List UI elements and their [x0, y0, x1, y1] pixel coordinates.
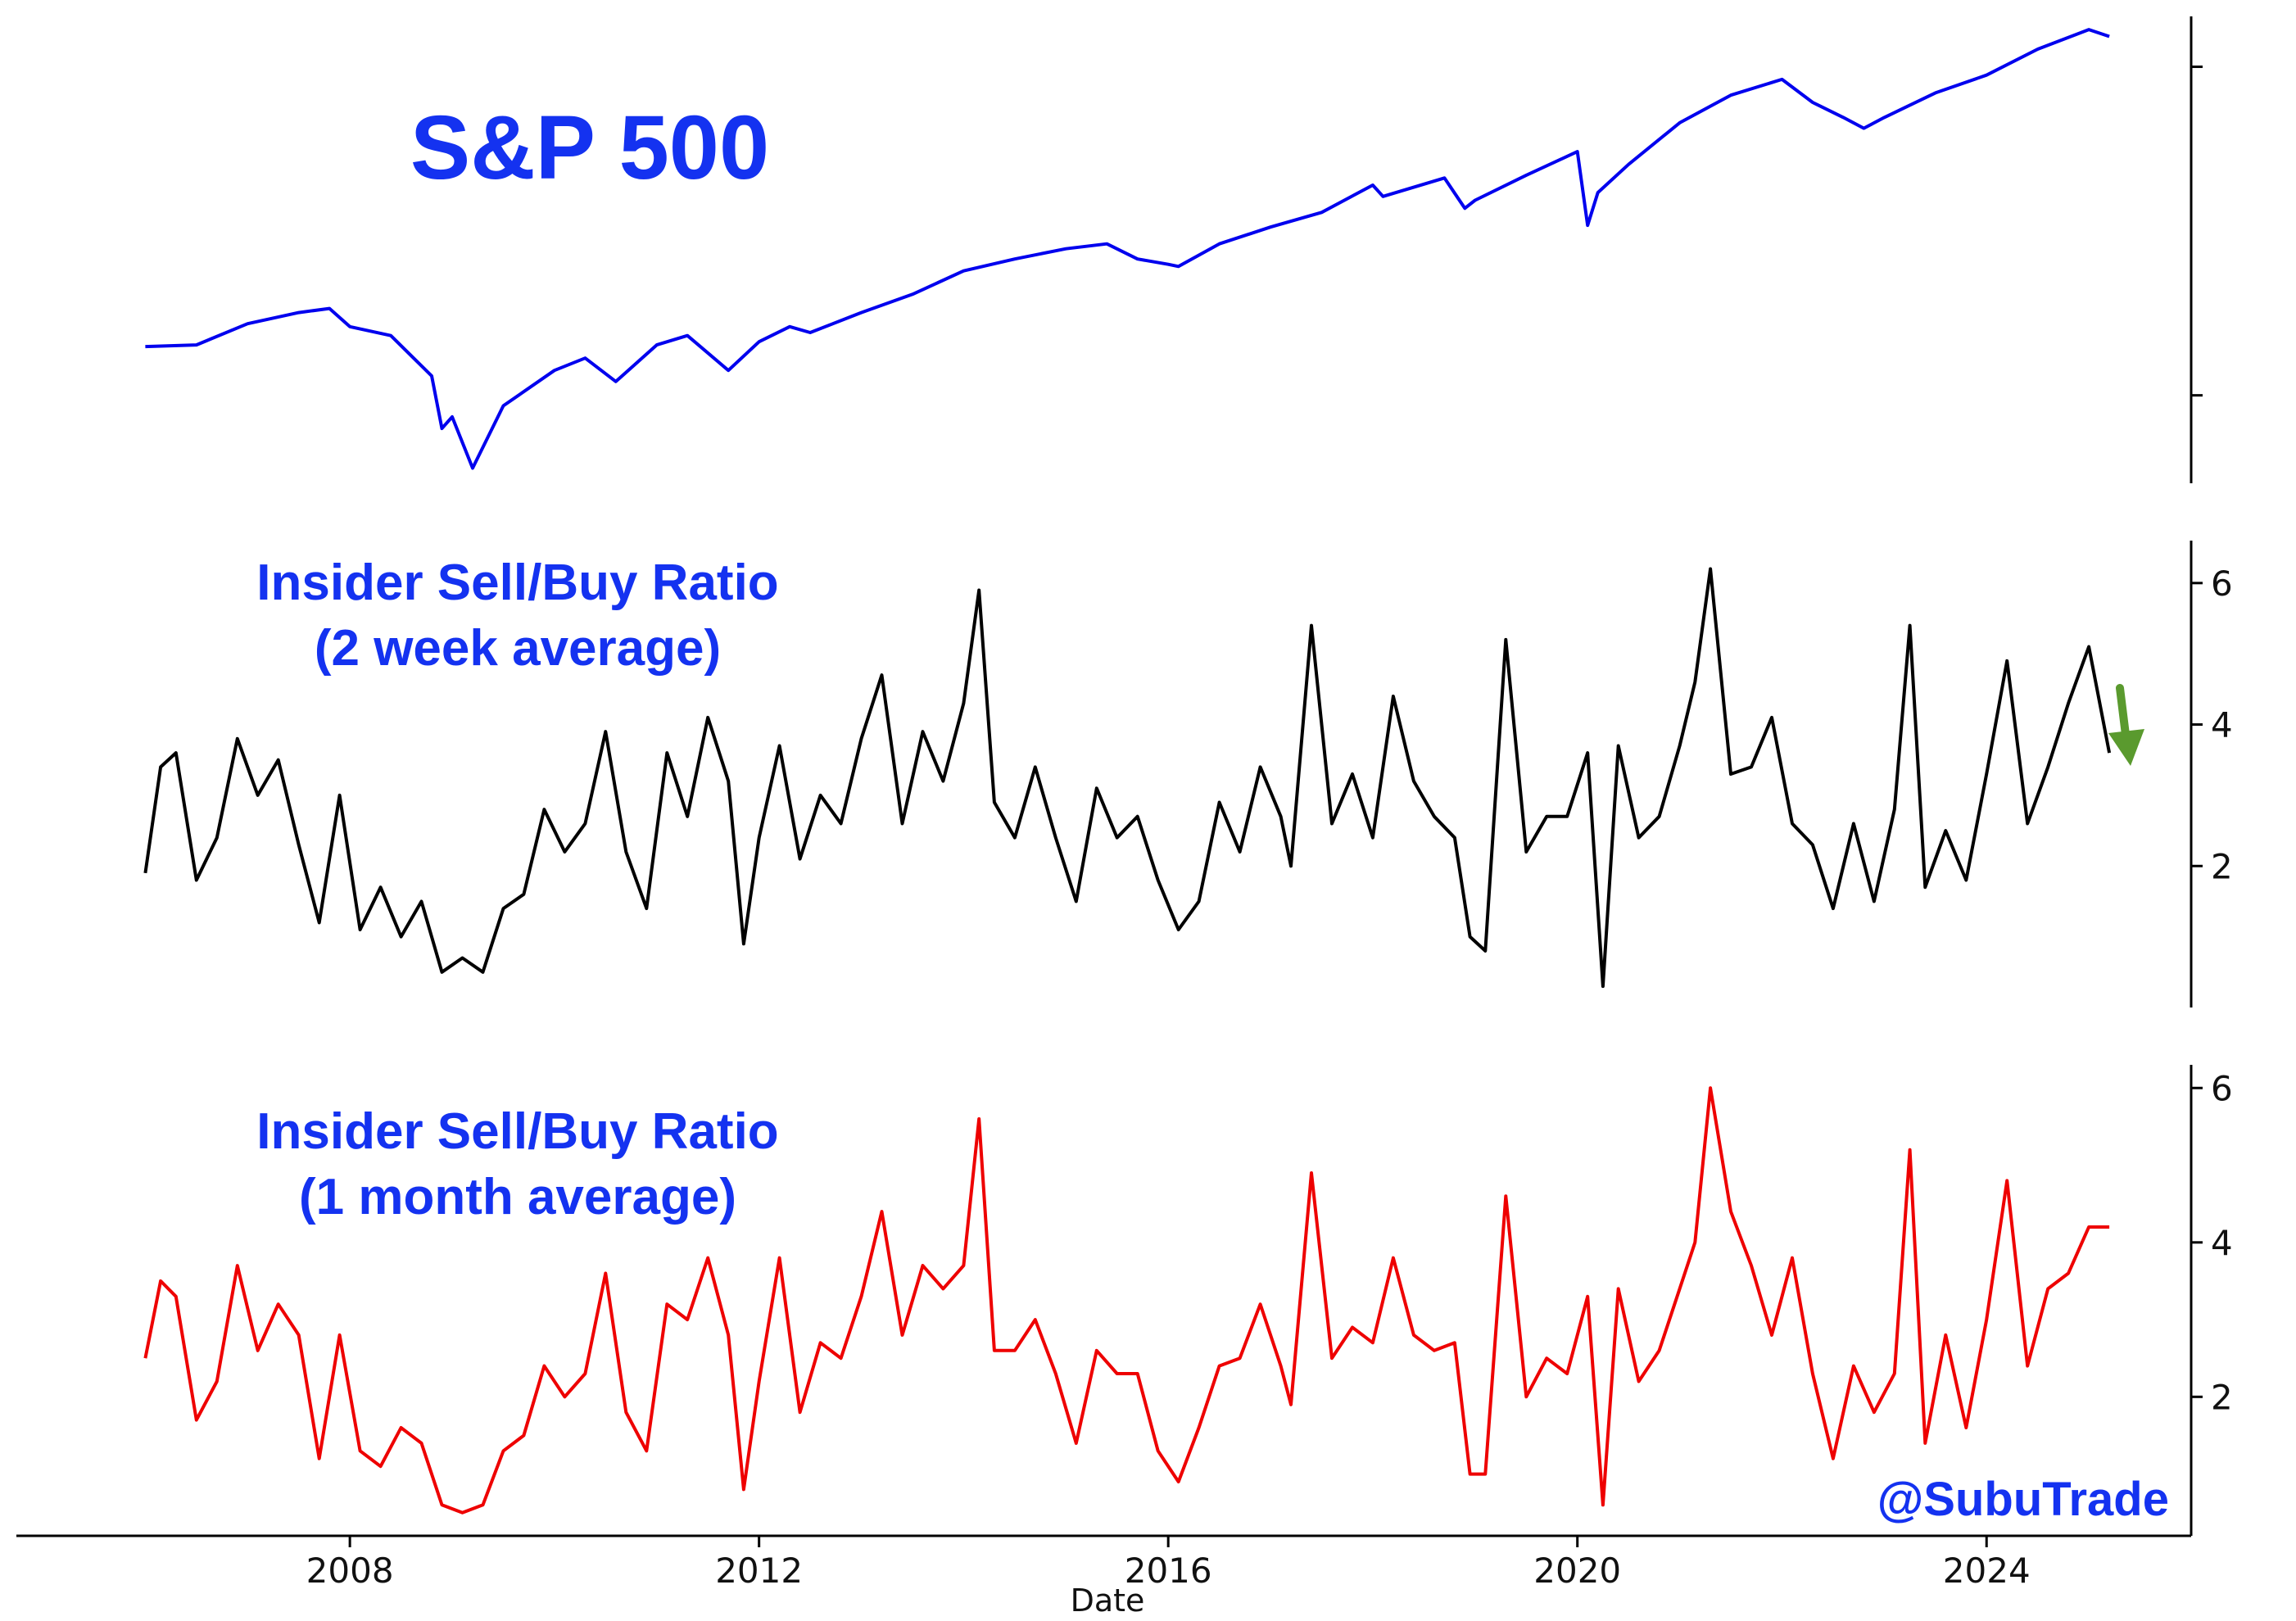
ratio-1month-series-line [143, 1086, 2110, 1515]
ratio-1month-panel: Insider Sell/Buy Ratio (1 month average)… [16, 1065, 2233, 1619]
x-axis-ticks: 2008 2012 2016 2020 2024 [306, 1536, 2031, 1591]
sp500-series-line [145, 28, 2110, 470]
x-tick-label: 2016 [1125, 1551, 1212, 1591]
ratio-2week-title-line1: Insider Sell/Buy Ratio [256, 555, 778, 611]
ratio-1month-title-line2: (1 month average) [299, 1169, 736, 1225]
sp500-title: S&P 500 [410, 97, 769, 198]
y-tick-label: 4 [2211, 1223, 2233, 1263]
x-tick-label: 2020 [1533, 1551, 1621, 1591]
y-tick-label: 6 [2211, 564, 2233, 604]
y-tick-label: 6 [2211, 1068, 2233, 1108]
green-down-arrow-icon [2108, 684, 2144, 766]
watermark-handle: @SubuTrade [1877, 1473, 2169, 1526]
ratio-2week-panel: Insider Sell/Buy Ratio (2 week average) … [143, 541, 2233, 1007]
ratio-2week-title-line2: (2 week average) [315, 620, 721, 677]
y-tick-label: 2 [2211, 846, 2233, 886]
sp500-y-ticks [2191, 66, 2203, 397]
y-tick-label: 4 [2211, 705, 2233, 745]
ratio-1month-y-ticks: 2 4 6 [2191, 1068, 2233, 1417]
ratio-2week-series-line [143, 567, 2112, 989]
sp500-panel: S&P 500 [145, 16, 2203, 483]
ratio-1month-title-line1: Insider Sell/Buy Ratio [256, 1103, 778, 1160]
x-axis-label: Date [1071, 1583, 1145, 1619]
x-tick-label: 2008 [306, 1551, 394, 1591]
x-tick-label: 2012 [715, 1551, 803, 1591]
x-tick-label: 2024 [1943, 1551, 2031, 1591]
ratio-2week-y-ticks: 2 4 6 [2191, 564, 2233, 886]
y-tick-label: 2 [2211, 1377, 2233, 1417]
